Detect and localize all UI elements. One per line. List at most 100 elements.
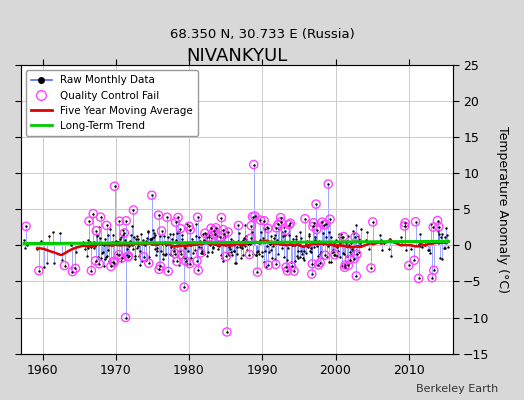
Point	[157, 228, 166, 234]
Point	[301, 216, 309, 222]
Point	[320, 222, 328, 228]
Point	[176, 248, 184, 254]
Point	[56, 230, 64, 236]
Point	[434, 224, 443, 230]
Point	[160, 252, 169, 258]
Point	[400, 223, 409, 229]
Point	[185, 223, 193, 230]
Point	[92, 258, 100, 264]
Point	[279, 233, 287, 239]
Point	[140, 254, 148, 260]
Point	[400, 223, 409, 229]
Point	[166, 231, 174, 237]
Point	[267, 233, 276, 240]
Point	[386, 236, 394, 242]
Point	[333, 252, 342, 259]
Point	[251, 213, 259, 219]
Point	[341, 262, 350, 268]
Point	[127, 232, 135, 238]
Point	[232, 260, 240, 266]
Point	[208, 234, 216, 241]
Point	[182, 258, 190, 264]
Point	[281, 227, 290, 234]
Point	[179, 254, 187, 260]
Point	[297, 248, 305, 254]
Point	[174, 214, 182, 221]
Point	[322, 234, 331, 240]
Point	[387, 252, 395, 259]
Point	[300, 248, 308, 254]
Point	[266, 241, 275, 247]
Point	[242, 232, 250, 239]
Point	[171, 250, 179, 257]
Point	[220, 234, 228, 240]
Point	[196, 250, 205, 256]
Point	[155, 266, 163, 273]
Point	[334, 248, 342, 255]
Point	[323, 254, 331, 261]
Point	[196, 250, 205, 256]
Point	[86, 239, 94, 246]
Point	[92, 228, 101, 234]
Y-axis label: Temperature Anomaly (°C): Temperature Anomaly (°C)	[496, 126, 509, 293]
Point	[143, 235, 151, 241]
Point	[430, 267, 438, 274]
Point	[146, 235, 154, 242]
Point	[298, 242, 307, 249]
Point	[152, 252, 160, 258]
Point	[179, 242, 188, 249]
Point	[265, 249, 273, 256]
Point	[148, 192, 156, 198]
Point	[214, 246, 222, 252]
Point	[159, 256, 167, 262]
Point	[109, 258, 117, 265]
Point	[93, 232, 102, 238]
Point	[316, 259, 324, 266]
Point	[196, 238, 204, 244]
Point	[353, 251, 361, 257]
Point	[211, 231, 219, 237]
Point	[138, 258, 146, 265]
Point	[342, 240, 350, 246]
Point	[163, 214, 171, 220]
Point	[246, 235, 255, 241]
Point	[22, 223, 30, 230]
Point	[223, 329, 231, 335]
Point	[162, 250, 171, 257]
Point	[141, 257, 150, 263]
Point	[350, 230, 358, 236]
Point	[345, 256, 354, 263]
Point	[349, 248, 357, 254]
Point	[144, 228, 152, 235]
Point	[215, 243, 223, 250]
Point	[139, 237, 147, 244]
Point	[183, 248, 192, 254]
Point	[347, 252, 356, 258]
Point	[206, 240, 215, 246]
Point	[156, 263, 165, 269]
Point	[99, 249, 107, 255]
Point	[195, 234, 204, 240]
Point	[226, 236, 235, 242]
Point	[322, 221, 330, 228]
Point	[142, 238, 150, 244]
Point	[133, 233, 141, 239]
Point	[287, 263, 296, 270]
Point	[260, 218, 268, 224]
Point	[124, 253, 133, 259]
Point	[353, 251, 361, 257]
Text: Berkeley Earth: Berkeley Earth	[416, 384, 498, 394]
Point	[223, 250, 232, 257]
Point	[351, 234, 359, 240]
Point	[281, 232, 289, 239]
Point	[414, 275, 423, 282]
Point	[207, 225, 215, 232]
Point	[231, 260, 239, 267]
Point	[346, 249, 354, 256]
Point	[285, 222, 293, 228]
Point	[168, 231, 177, 237]
Point	[233, 251, 241, 257]
Point	[309, 220, 318, 226]
Point	[133, 245, 141, 252]
Point	[238, 237, 247, 244]
